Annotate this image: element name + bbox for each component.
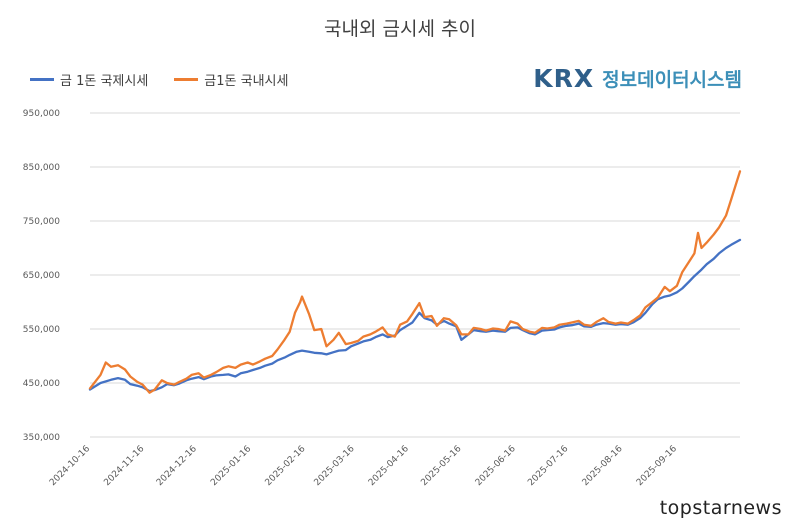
x-tick-label: 2025-01-16 bbox=[209, 444, 253, 488]
y-tick-label: 950,000 bbox=[23, 109, 60, 119]
x-tick-label: 2024-11-16 bbox=[102, 444, 146, 488]
x-tick-label: 2025-08-16 bbox=[581, 444, 625, 488]
x-tick-label: 2025-07-16 bbox=[526, 444, 570, 488]
legend-label-dom: 금1돈 국내시세 bbox=[204, 74, 289, 89]
legend: 금 1돈 국제시세 금1돈 국내시세 bbox=[30, 70, 288, 89]
y-tick-label: 350,000 bbox=[23, 433, 60, 443]
y-tick-label: 850,000 bbox=[23, 163, 60, 173]
series-line-dom bbox=[88, 170, 742, 394]
legend-swatch-dom bbox=[174, 78, 199, 81]
krx-brand-text: 정보데이터시스템 bbox=[602, 69, 742, 91]
legend-swatch-intl bbox=[30, 78, 54, 81]
x-tick-label: 2024-10-16 bbox=[48, 444, 92, 488]
series-line-intl bbox=[88, 238, 742, 393]
watermark: topstarnews bbox=[659, 497, 782, 519]
x-tick-label: 2025-03-16 bbox=[313, 444, 357, 488]
krx-brand: KRX 정보데이터시스템 bbox=[533, 64, 742, 93]
legend-label-intl: 금 1돈 국제시세 bbox=[60, 74, 149, 89]
x-tick-label: 2025-06-16 bbox=[474, 444, 518, 488]
x-tick-label: 2025-04-16 bbox=[367, 444, 411, 488]
y-tick-label: 450,000 bbox=[23, 379, 60, 389]
x-tick-label: 2025-02-16 bbox=[264, 444, 308, 488]
x-tick-label: 2025-09-16 bbox=[635, 444, 679, 488]
x-tick-label: 2024-12-16 bbox=[155, 444, 199, 488]
x-tick-label: 2025-05-16 bbox=[419, 444, 463, 488]
y-tick-label: 550,000 bbox=[23, 325, 60, 335]
y-tick-label: 650,000 bbox=[23, 271, 60, 281]
chart-title: 국내외 금시세 추이 bbox=[324, 18, 476, 40]
y-tick-label: 750,000 bbox=[23, 217, 60, 227]
legend-item-dom: 금1돈 국내시세 bbox=[174, 70, 288, 89]
legend-item-intl: 금 1돈 국제시세 bbox=[30, 70, 148, 89]
krx-logo: KRX bbox=[533, 64, 595, 93]
